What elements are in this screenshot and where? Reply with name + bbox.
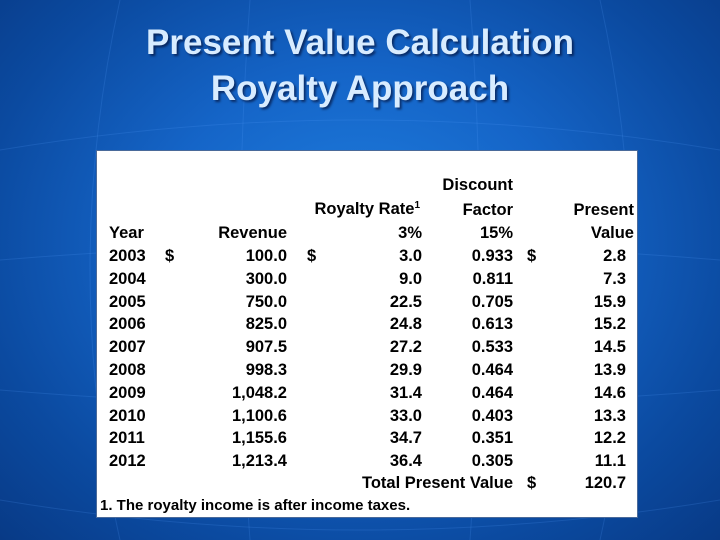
cell-year: 2008 (109, 361, 146, 379)
cell-present-value: 12.2 (593, 429, 626, 448)
currency-symbol-revenue: $ (165, 247, 175, 265)
royalty-table: Discount Royalty Rate1 Factor Present Ye… (96, 150, 638, 518)
cell-revenue: 907.5 (245, 338, 287, 357)
cell-royalty: 33.0 (389, 406, 422, 425)
cell-discount-factor: 0.613 (471, 315, 513, 334)
cell-revenue: 750.0 (245, 292, 287, 311)
cell-year: 2009 (109, 383, 146, 402)
currency-symbol-total: $ (527, 474, 537, 492)
header-royalty-value: 3% (398, 224, 422, 242)
cell-present-value: 13.9 (593, 361, 626, 379)
cell-revenue: 825.0 (245, 315, 287, 334)
cell-year: 2007 (109, 338, 146, 357)
header-present: Present (573, 201, 634, 219)
header-royalty-rate: Royalty Rate1 (314, 200, 420, 218)
cell-revenue: 1,213.4 (231, 452, 287, 471)
header-discount: Discount (442, 176, 513, 194)
cell-royalty: 34.7 (389, 429, 422, 448)
header-value: Value (590, 224, 634, 242)
cell-revenue: 300.0 (245, 269, 287, 288)
total-value: 120.7 (584, 474, 626, 492)
cell-royalty: 27.2 (389, 338, 422, 357)
cell-year: 2003 (109, 247, 146, 265)
cell-year: 2011 (109, 429, 145, 448)
cell-revenue: 998.3 (245, 361, 287, 379)
cell-royalty: 9.0 (399, 269, 422, 288)
cell-royalty: 29.9 (389, 361, 422, 379)
footnote: 1. The royalty income is after income ta… (100, 497, 411, 514)
cell-royalty: 36.4 (389, 452, 422, 471)
royalty-footnote-marker: 1 (414, 200, 420, 211)
cell-discount-factor: 0.351 (471, 429, 513, 448)
cell-discount-factor: 0.933 (471, 247, 513, 265)
cell-royalty: 24.8 (389, 315, 422, 334)
cell-present-value: 14.5 (593, 338, 626, 357)
cell-year: 2010 (109, 406, 146, 425)
title-line-2: Royalty Approach (210, 69, 510, 108)
header-factor: Factor (462, 201, 513, 219)
cell-present-value: 14.6 (593, 383, 626, 402)
cell-revenue: 1,100.6 (231, 406, 287, 425)
cell-revenue: 1,155.6 (231, 429, 287, 448)
cell-year: 2006 (109, 315, 146, 334)
cell-royalty: 3.0 (399, 247, 422, 265)
total-label: Total Present Value (362, 474, 513, 492)
cell-royalty: 31.4 (389, 383, 422, 402)
cell-discount-factor: 0.403 (471, 406, 513, 425)
cell-year: 2012 (109, 452, 146, 471)
currency-symbol-royalty: $ (307, 247, 317, 265)
cell-present-value: 15.2 (593, 315, 626, 334)
cell-discount-factor: 0.705 (471, 292, 513, 311)
cell-year: 2004 (109, 269, 146, 288)
cell-discount-factor: 0.305 (471, 452, 513, 471)
header-year: Year (109, 224, 144, 242)
cell-present-value: 11.1 (594, 452, 626, 471)
slide-title: Present Value Calculation Royalty Approa… (0, 20, 720, 112)
cell-discount-factor: 0.464 (471, 383, 513, 402)
cell-revenue: 1,048.2 (231, 383, 287, 402)
cell-present-value: 2.8 (603, 247, 626, 265)
cell-royalty: 22.5 (389, 292, 422, 311)
header-revenue: Revenue (218, 224, 287, 242)
title-line-1: Present Value Calculation (146, 23, 574, 62)
header-discount-value: 15% (479, 224, 513, 242)
cell-present-value: 13.3 (593, 406, 626, 425)
cell-present-value: 7.3 (603, 269, 626, 288)
cell-revenue: 100.0 (245, 247, 287, 265)
cell-discount-factor: 0.811 (472, 269, 513, 288)
currency-symbol-pv: $ (527, 247, 537, 265)
cell-discount-factor: 0.533 (471, 338, 513, 357)
cell-present-value: 15.9 (593, 292, 626, 311)
cell-discount-factor: 0.464 (471, 361, 513, 379)
cell-year: 2005 (109, 292, 146, 311)
